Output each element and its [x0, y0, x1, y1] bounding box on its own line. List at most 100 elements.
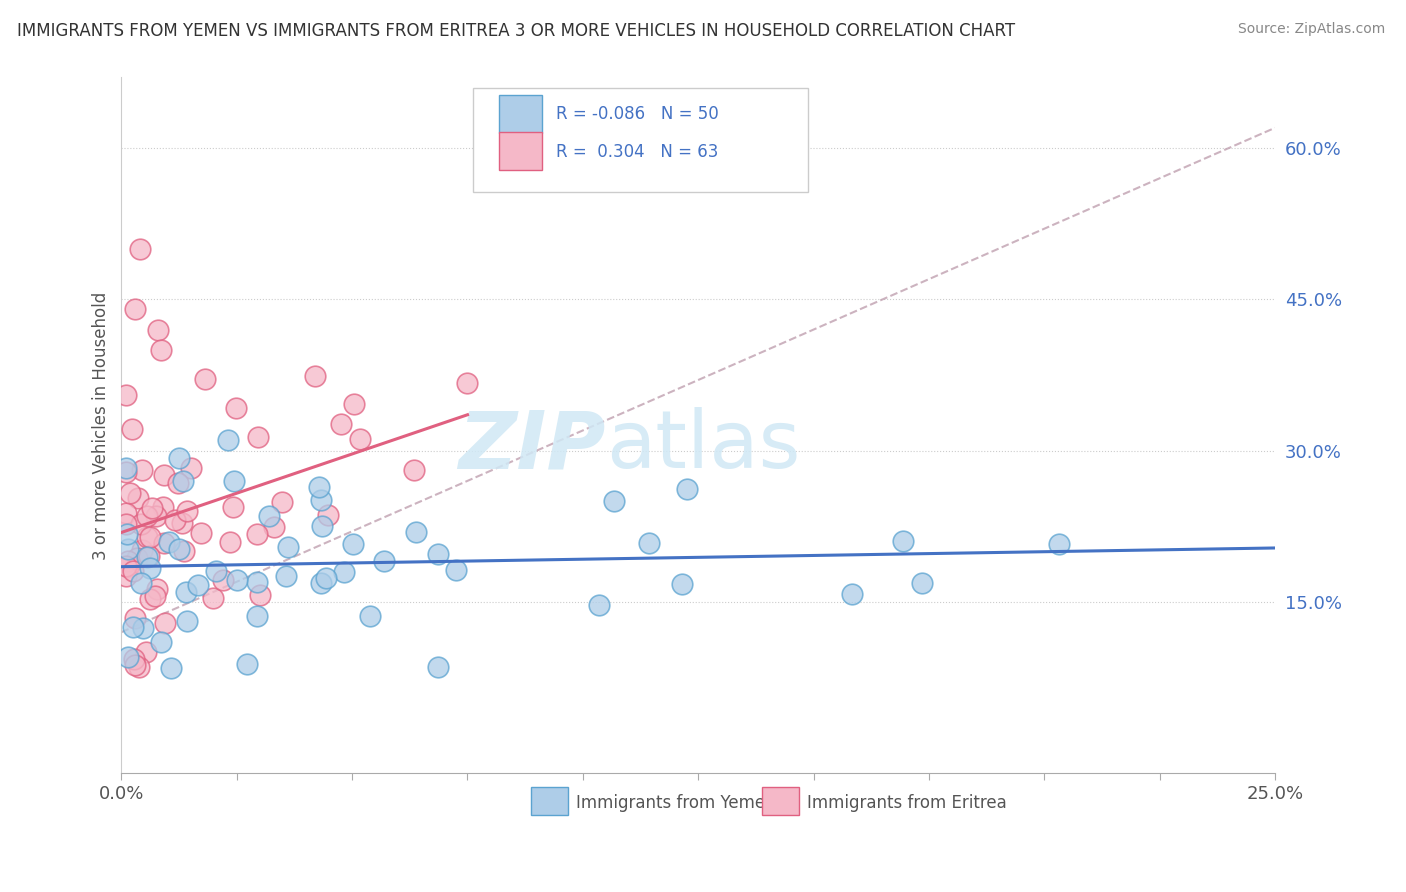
Point — [218, 534, 240, 549]
Point — [638, 535, 661, 549]
Text: IMMIGRANTS FROM YEMEN VS IMMIGRANTS FROM ERITREA 3 OR MORE VEHICLES IN HOUSEHOLD: IMMIGRANTS FROM YEMEN VS IMMIGRANTS FROM… — [17, 22, 1015, 40]
Point — [456, 376, 478, 391]
Point — [167, 476, 190, 491]
Point — [115, 568, 138, 582]
Point — [143, 589, 166, 603]
Point — [136, 549, 159, 564]
Point — [115, 558, 138, 573]
Point — [187, 578, 209, 592]
Point — [139, 530, 162, 544]
Point — [910, 575, 932, 590]
Point — [150, 635, 173, 649]
Point — [309, 493, 332, 508]
Point — [135, 509, 157, 524]
Point — [139, 591, 162, 606]
Point — [1047, 537, 1070, 551]
Point — [263, 520, 285, 534]
Point — [129, 242, 152, 256]
Text: Immigrants from Yemen: Immigrants from Yemen — [576, 794, 776, 812]
Text: Immigrants from Eritrea: Immigrants from Eritrea — [807, 794, 1007, 812]
Point — [127, 491, 149, 506]
Point — [136, 530, 159, 544]
Point — [121, 422, 143, 436]
Point — [118, 486, 141, 500]
Point — [180, 460, 202, 475]
Point — [212, 573, 235, 587]
Text: Source: ZipAtlas.com: Source: ZipAtlas.com — [1237, 22, 1385, 37]
Point — [117, 554, 139, 568]
Point — [149, 343, 172, 357]
Point — [893, 534, 915, 549]
Point — [135, 645, 157, 659]
Point — [246, 574, 269, 589]
Point — [349, 432, 371, 446]
Point — [115, 388, 138, 402]
Point — [124, 657, 146, 672]
Point — [157, 534, 180, 549]
Point — [174, 585, 197, 599]
Point — [138, 549, 160, 563]
Point — [173, 544, 195, 558]
Text: atlas: atlas — [606, 408, 800, 485]
Point — [236, 657, 259, 672]
Point — [128, 660, 150, 674]
Point — [148, 322, 170, 336]
Text: R = -0.086   N = 50: R = -0.086 N = 50 — [557, 104, 718, 122]
Point — [115, 461, 138, 475]
Point — [309, 575, 332, 590]
Point — [277, 540, 299, 554]
Point — [117, 649, 139, 664]
Point — [167, 542, 190, 557]
Point — [145, 509, 167, 524]
Point — [141, 501, 163, 516]
Point — [176, 504, 198, 518]
Point — [201, 591, 224, 605]
Point — [205, 564, 228, 578]
Point — [146, 582, 169, 596]
Point — [602, 493, 624, 508]
Point — [271, 495, 294, 509]
Point — [427, 547, 450, 561]
Point — [176, 615, 198, 629]
Point — [225, 573, 247, 587]
Point — [153, 467, 176, 482]
Point — [127, 551, 149, 566]
Point — [308, 480, 330, 494]
Point — [160, 661, 183, 675]
Point — [124, 302, 146, 317]
FancyBboxPatch shape — [499, 95, 543, 133]
Y-axis label: 3 or more Vehicles in Household: 3 or more Vehicles in Household — [93, 292, 110, 559]
Point — [117, 560, 139, 574]
Point — [343, 397, 366, 411]
Point — [588, 598, 610, 612]
Point — [676, 482, 699, 496]
Point — [122, 620, 145, 634]
Point — [342, 537, 364, 551]
Point — [172, 474, 194, 488]
Text: ZIP: ZIP — [458, 408, 606, 485]
FancyBboxPatch shape — [474, 88, 808, 193]
Text: R =  0.304   N = 63: R = 0.304 N = 63 — [557, 143, 718, 161]
Point — [257, 508, 280, 523]
Point — [131, 463, 153, 477]
Point — [117, 541, 139, 556]
Point — [138, 561, 160, 575]
Point — [115, 465, 138, 479]
Point — [165, 513, 187, 527]
Point — [402, 463, 425, 477]
Point — [124, 611, 146, 625]
FancyBboxPatch shape — [531, 788, 568, 815]
FancyBboxPatch shape — [499, 132, 543, 170]
Point — [122, 564, 145, 578]
Point — [332, 565, 354, 579]
Point — [172, 516, 194, 530]
Point — [311, 518, 333, 533]
Point — [221, 500, 243, 514]
Point — [194, 372, 217, 386]
Point — [115, 516, 138, 531]
Point — [373, 554, 395, 568]
Point — [329, 417, 352, 431]
Point — [427, 660, 450, 674]
Point — [359, 609, 381, 624]
Point — [217, 433, 239, 447]
